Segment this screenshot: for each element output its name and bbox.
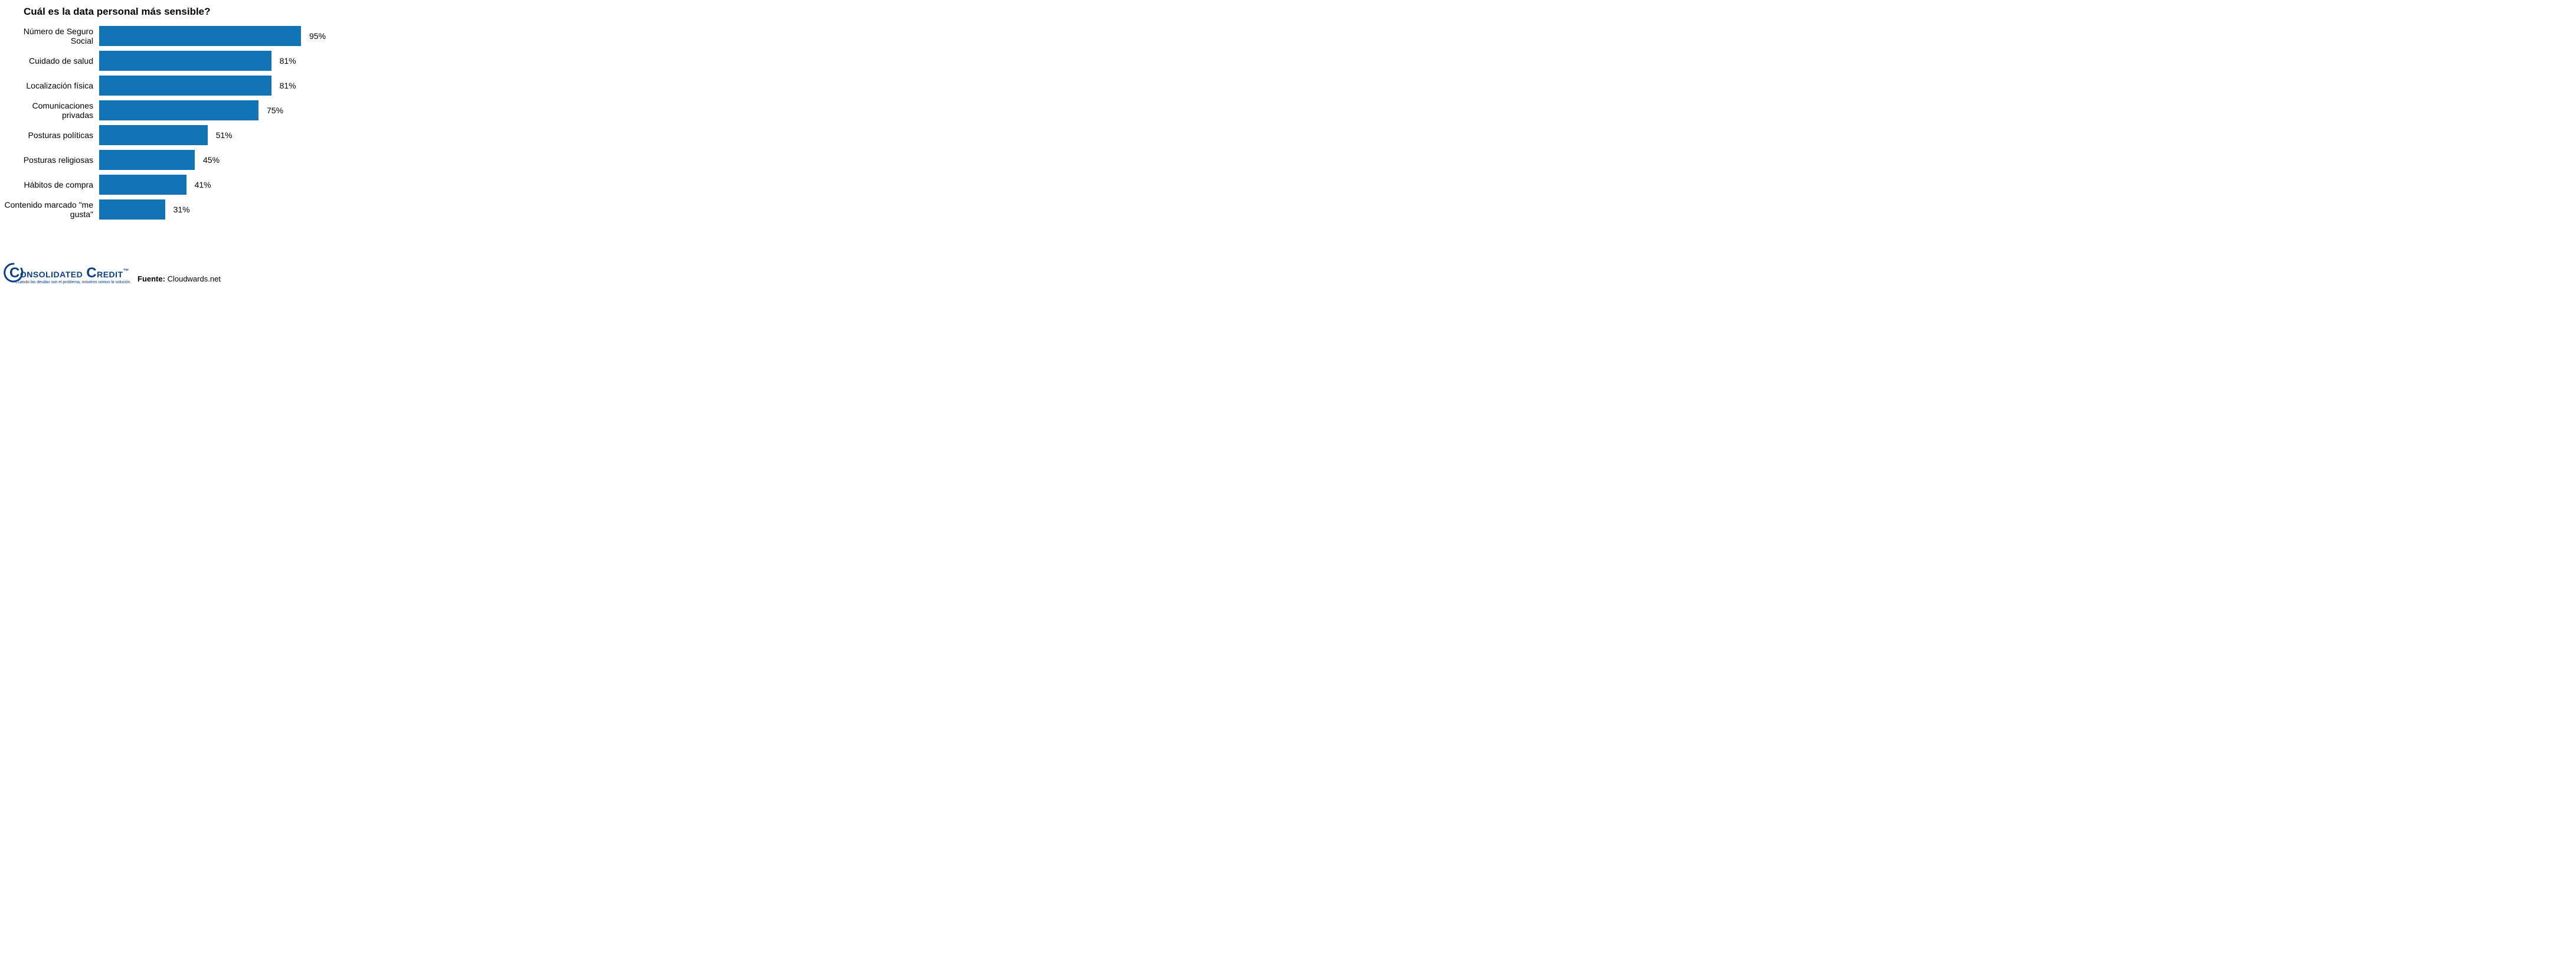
source-caption: Fuente: Cloudwards.net	[138, 274, 221, 283]
value-label: 81%	[280, 81, 296, 90]
bar	[99, 150, 195, 170]
value-label: 45%	[203, 155, 220, 165]
chart-row: Comunicaciones privadas75%	[0, 100, 531, 120]
brand-logo: Consolidated Credit™ Cuando las deudas s…	[5, 265, 131, 284]
logo-text: Consolidated Credit™	[5, 265, 131, 281]
bar-wrap: 75%	[99, 100, 258, 120]
bar-wrap: 45%	[99, 150, 195, 170]
category-label: Hábitos de compra	[0, 180, 99, 189]
chart-canvas: Cuál es la data personal más sensible? N…	[0, 0, 859, 319]
value-label: 95%	[309, 31, 326, 41]
bar	[99, 26, 301, 46]
chart-row: Contenido marcado "me gusta"31%	[0, 199, 531, 220]
chart-row: Hábitos de compra41%	[0, 175, 531, 195]
bar-chart: Número de Seguro Social95%Cuidado de sal…	[0, 26, 531, 224]
source-value: Cloudwards.net	[168, 274, 221, 283]
bar	[99, 199, 165, 220]
bar-wrap: 95%	[99, 26, 301, 46]
chart-row: Posturas religiosas45%	[0, 150, 531, 170]
chart-row: Localización física81%	[0, 76, 531, 96]
bar-wrap: 81%	[99, 76, 271, 96]
logo-tagline: Cuando las deudas son el problema, nosot…	[5, 280, 131, 284]
category-label: Número de Seguro Social	[0, 27, 99, 45]
bar-wrap: 81%	[99, 51, 271, 71]
value-label: 31%	[174, 205, 190, 214]
chart-row: Cuidado de salud81%	[0, 51, 531, 71]
value-label: 75%	[267, 106, 283, 115]
chart-row: Número de Seguro Social95%	[0, 26, 531, 46]
category-label: Comunicaciones privadas	[0, 101, 99, 120]
chart-row: Posturas políticas51%	[0, 125, 531, 145]
bar	[99, 125, 208, 145]
category-label: Posturas religiosas	[0, 155, 99, 165]
source-label: Fuente:	[138, 274, 165, 283]
value-label: 51%	[216, 130, 233, 140]
chart-title: Cuál es la data personal más sensible?	[24, 6, 211, 18]
category-label: Posturas políticas	[0, 130, 99, 140]
swoosh-icon	[4, 263, 24, 283]
bar-wrap: 31%	[99, 199, 165, 220]
category-label: Localización física	[0, 81, 99, 90]
bar-wrap: 51%	[99, 125, 208, 145]
category-label: Contenido marcado "me gusta"	[0, 200, 99, 219]
bar	[99, 76, 271, 96]
bar	[99, 175, 186, 195]
bar	[99, 51, 271, 71]
bar-wrap: 41%	[99, 175, 186, 195]
category-label: Cuidado de salud	[0, 56, 99, 66]
bar	[99, 100, 258, 120]
value-label: 41%	[195, 180, 211, 189]
value-label: 81%	[280, 56, 296, 66]
